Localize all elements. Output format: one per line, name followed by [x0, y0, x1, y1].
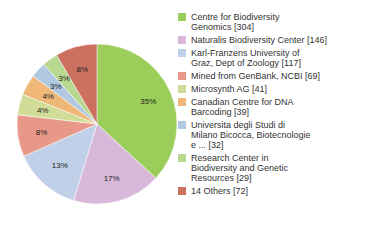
html-text:Microsynth AG [41]: Microsynth AG [41] — [191, 84, 267, 94]
svg-text:8%: 8% — [36, 128, 48, 137]
html-text:Universita degli Studi di Mila: Universita degli Studi di Milano Bicocca… — [191, 120, 311, 150]
html-text:14 Others [72]: 14 Others [72] — [191, 186, 248, 196]
svg-text:3%: 3% — [50, 81, 62, 91]
html-text:Canadian Centre for DNA Barcod: Canadian Centre for DNA Barcoding [39] — [191, 97, 294, 117]
html-text:Karl-Franzens University of Gr: Karl-Franzens University of Graz, Dept o… — [191, 48, 301, 68]
html-text:Mined from GenBank, NCBI [69]: Mined from GenBank, NCBI [69] — [191, 71, 321, 81]
html-text:Centre for Biodiversity Genomi: Centre for Biodiversity Genomics [304] — [191, 12, 280, 32]
svg-text:4%: 4% — [37, 106, 49, 115]
svg-text:8%: 8% — [77, 65, 89, 74]
svg-text:17%: 17% — [104, 174, 120, 183]
svg-text:3%: 3% — [58, 74, 70, 83]
svg-text:4%: 4% — [42, 92, 54, 101]
html-text:Research Center in Biodiversit: Research Center in Biodiversity and Gene… — [191, 153, 289, 183]
html-text:Naturalis Biodiversity Center: Naturalis Biodiversity Center [146] — [191, 35, 328, 45]
svg-text:35%: 35% — [140, 97, 156, 106]
svg-text:13%: 13% — [52, 161, 68, 170]
